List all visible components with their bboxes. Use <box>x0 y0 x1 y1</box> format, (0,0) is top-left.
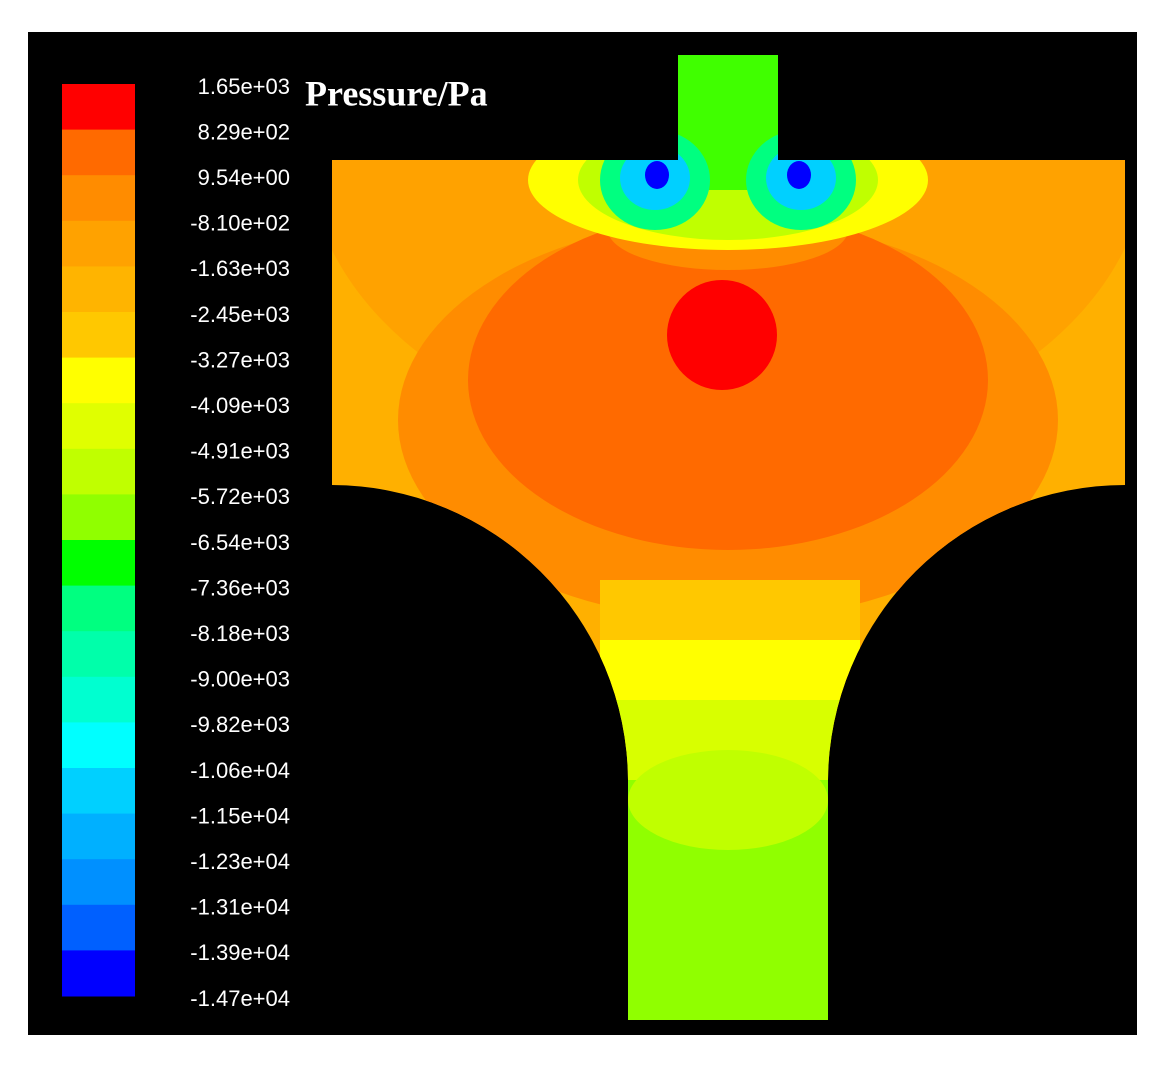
colorbar-label: -4.91e+03 <box>190 439 290 464</box>
colorbar-band <box>62 950 135 997</box>
colorbar-label: -8.18e+03 <box>190 621 290 646</box>
colorbar-band <box>62 312 135 359</box>
colorbar-label: -1.47e+04 <box>190 986 290 1011</box>
legend-title: Pressure/Pa <box>305 73 488 113</box>
colorbar-label: -5.72e+03 <box>190 484 290 509</box>
colorbar-label: -1.31e+04 <box>190 895 290 920</box>
colorbar-label: -9.00e+03 <box>190 667 290 692</box>
colorbar-band <box>62 494 135 541</box>
colorbar-label: 8.29e+02 <box>198 119 290 144</box>
colorbar-band <box>62 129 135 176</box>
colorbar-band <box>62 403 135 450</box>
colorbar-band <box>62 220 135 267</box>
colorbar-band <box>62 448 135 495</box>
colorbar-band <box>62 266 135 313</box>
colorbar-band <box>62 357 135 404</box>
colorbar-label: -3.27e+03 <box>190 347 290 372</box>
colorbar-label: 1.65e+03 <box>198 74 290 99</box>
colorbar-band <box>62 859 135 906</box>
colorbar-band <box>62 540 135 587</box>
colorbar-label: -1.39e+04 <box>190 940 290 965</box>
colorbar-band <box>62 722 135 769</box>
colorbar-band <box>62 175 135 222</box>
colorbar-band <box>62 904 135 951</box>
colorbar-label: -1.63e+03 <box>190 256 290 281</box>
colorbar-label: 9.54e+00 <box>198 165 290 190</box>
colorbar-band <box>62 585 135 632</box>
colorbar-band <box>62 768 135 815</box>
colorbar-label: -7.36e+03 <box>190 575 290 600</box>
colorbar-band <box>62 84 135 131</box>
colorbar-band <box>62 676 135 723</box>
colorbar-band <box>62 813 135 860</box>
colorbar-label: -1.06e+04 <box>190 758 290 783</box>
colorbar-label: -1.23e+04 <box>190 849 290 874</box>
colorbar-label: -8.10e+02 <box>190 211 290 236</box>
colorbar-label: -9.82e+03 <box>190 712 290 737</box>
colorbar-band <box>62 631 135 678</box>
colorbar-label: -4.09e+03 <box>190 393 290 418</box>
colorbar-label: -6.54e+03 <box>190 530 290 555</box>
colorbar-label: -2.45e+03 <box>190 302 290 327</box>
colorbar-label: -1.15e+04 <box>190 803 290 828</box>
